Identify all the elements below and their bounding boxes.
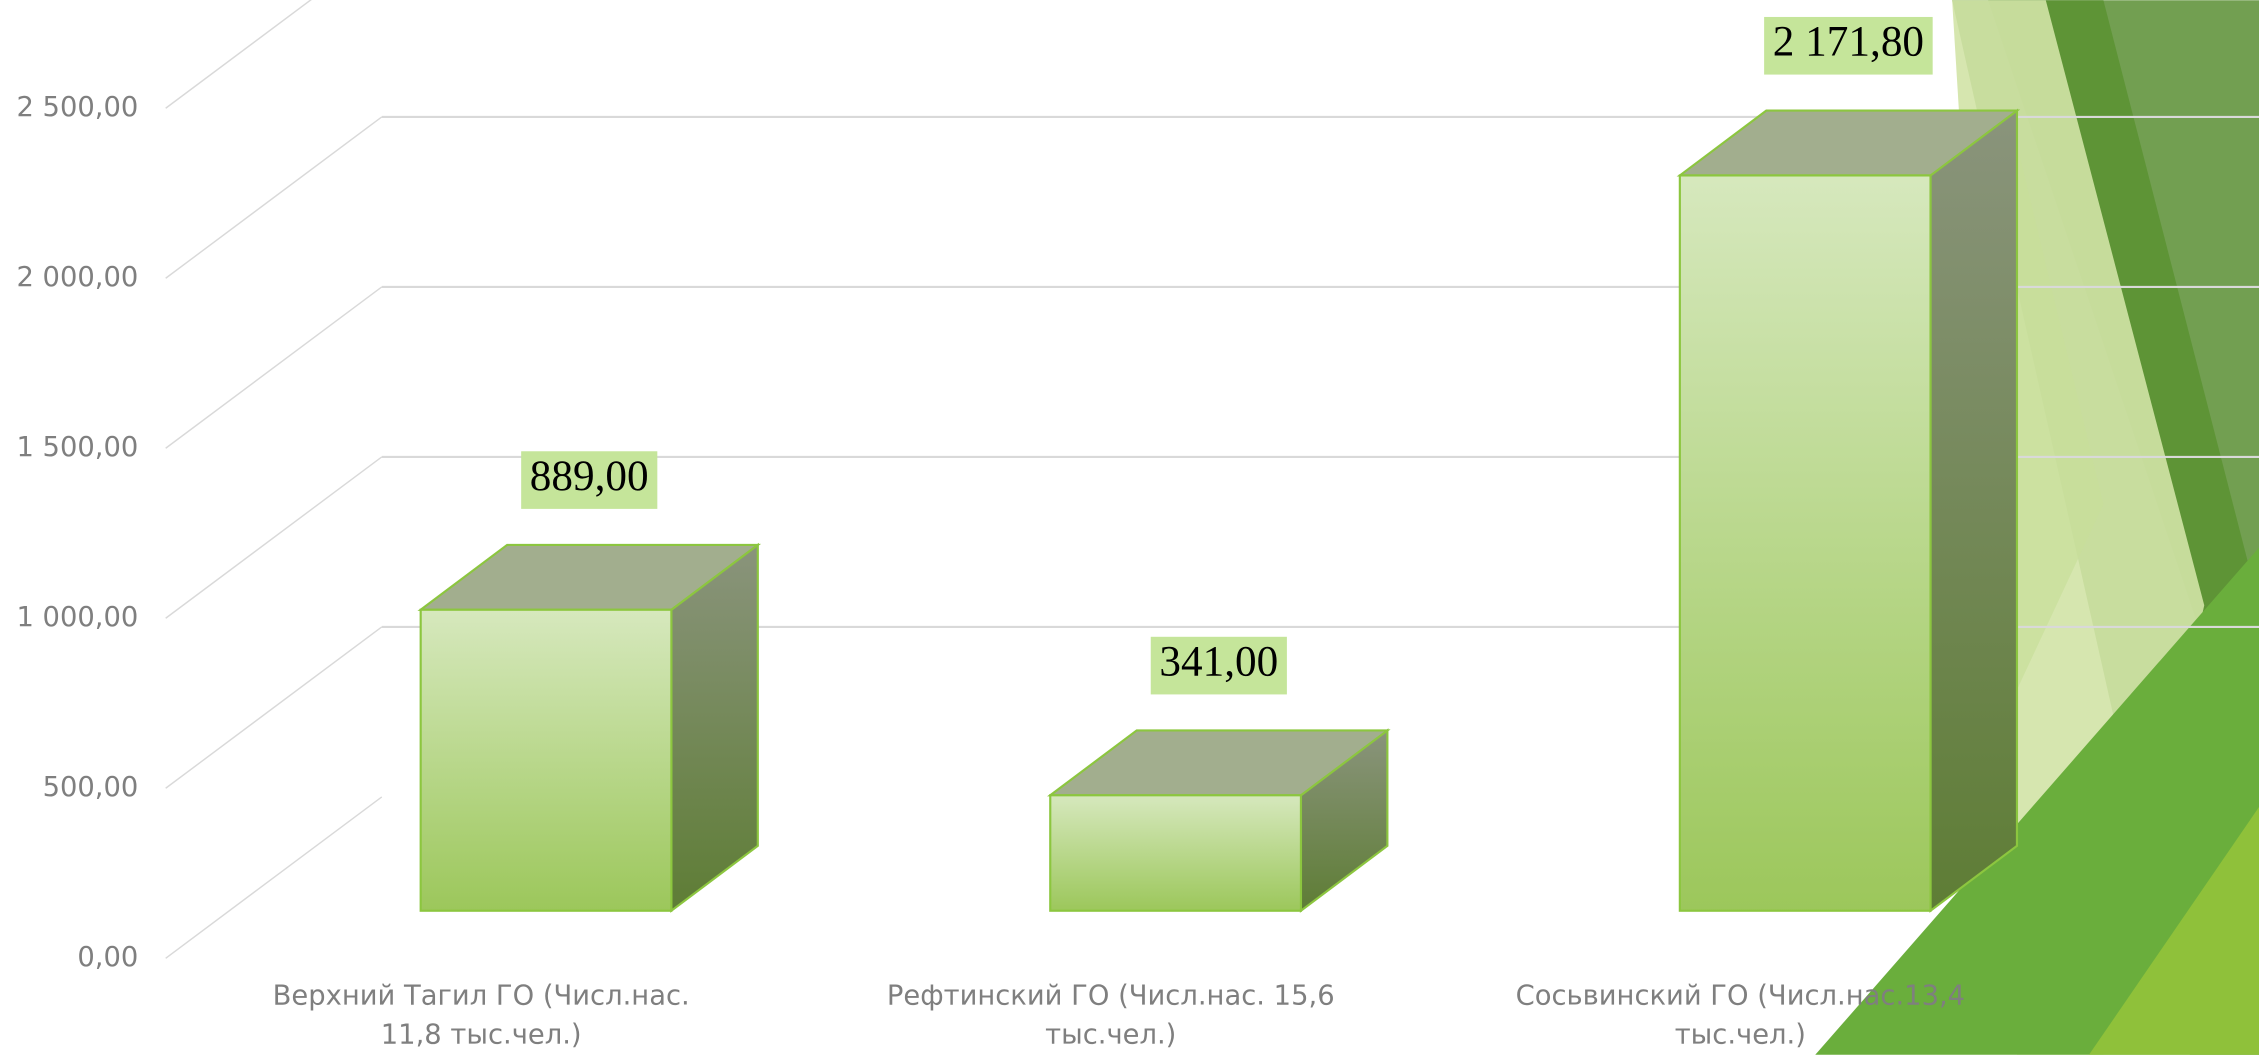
x-tick-label: Рефтинский ГО (Числ.нас. 15,6 тыс.чел.) [880,977,1341,1055]
x-label-box: Верхний Тагил ГО (Числ.нас. 11,8 тыс.чел… [251,977,712,1055]
chart: 0,00 500,00 1 000,00 1 500,00 2 000,00 2 500,… [0,0,2259,1055]
value-label: 341,00 [1159,638,1278,686]
x-label-box: Рефтинский ГО (Числ.нас. 15,6 тыс.чел.) [880,977,1341,1055]
y-tick-label: 1 000,00 [16,602,138,633]
grid-diagonal [166,287,382,448]
grid-diagonal [166,627,382,788]
x-tick-label: Верхний Тагил ГО (Числ.нас. 11,8 тыс.чел… [251,977,712,1055]
grid-diagonal [166,117,382,278]
grid-diagonal [166,797,382,958]
bar [1680,175,1931,910]
grid-diagonal [166,0,382,108]
bar [1050,795,1301,910]
x-label-box: Сосьвинский ГО (Числ.нас.13,4 тыс.чел.) [1510,977,1971,1055]
bar [421,610,672,911]
y-tick-label: 1 500,00 [16,432,138,463]
y-tick-label: 0,00 [77,942,138,973]
y-tick-label: 2 000,00 [16,262,138,293]
y-tick-label: 500,00 [43,772,139,803]
bar-side [1931,111,2017,911]
x-tick-label: Сосьвинский ГО (Числ.нас.13,4 тыс.чел.) [1510,977,1971,1055]
value-label: 2 171,80 [1773,18,1924,66]
y-tick-label: 2 500,00 [16,92,138,123]
grid-diagonal [166,457,382,618]
value-label: 889,00 [530,452,649,500]
